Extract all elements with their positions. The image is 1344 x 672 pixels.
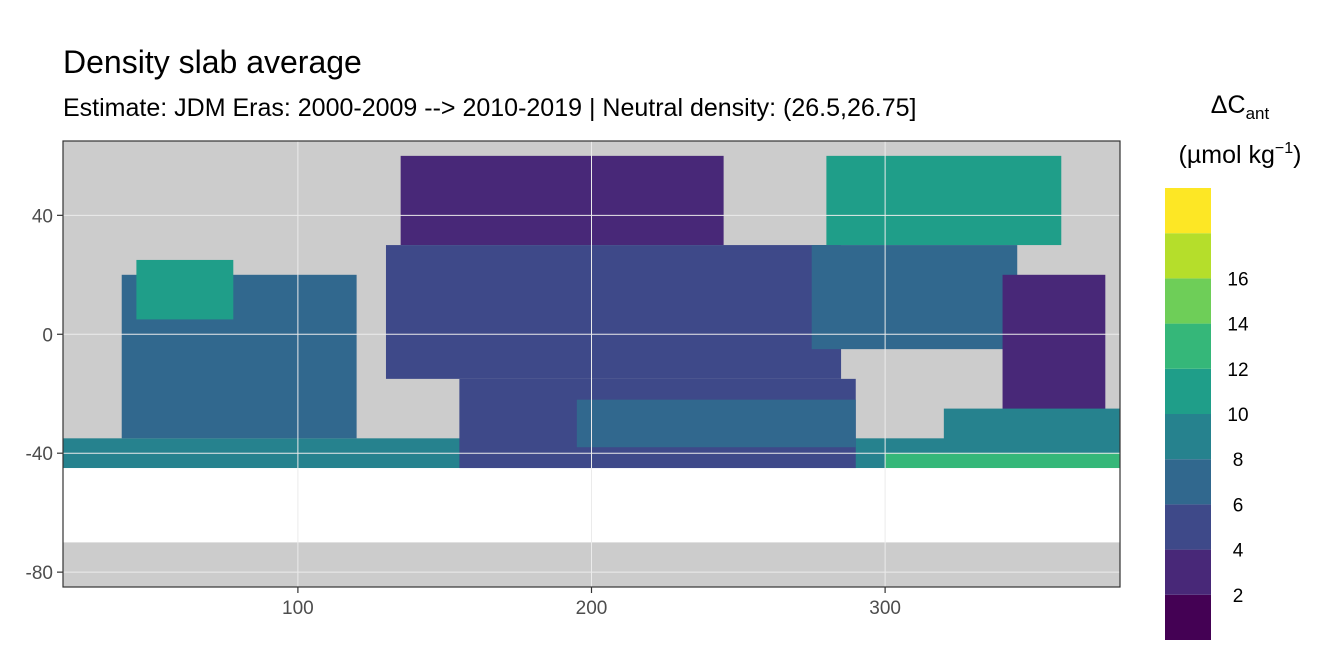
legend-units-main: (µmol kg: [1179, 141, 1275, 169]
legend-swatch: [1165, 368, 1211, 414]
legend-label: 16: [1227, 269, 1248, 290]
ocean-region: [576, 399, 856, 448]
x-tick-label: 100: [282, 598, 314, 619]
y-tick-label: 0: [42, 325, 53, 346]
legend-label: 10: [1227, 405, 1248, 426]
legend-swatch: [1165, 188, 1211, 234]
legend-label: 12: [1227, 360, 1248, 381]
legend-label: 2: [1233, 586, 1244, 607]
legend-swatch: [1165, 504, 1211, 550]
legend-swatch: [1165, 459, 1211, 505]
ocean-region: [400, 155, 724, 246]
legend-units: (µmol kg−1): [1179, 140, 1302, 169]
chart-subtitle: Estimate: JDM Eras: 2000-2009 --> 2010-2…: [63, 94, 917, 122]
ocean-region: [885, 453, 1120, 469]
color-legend: ΔCant (µmol kg−1) 2 4 6 8 10 12 14 16: [1165, 91, 1301, 640]
ocean-region: [811, 245, 1018, 350]
legend-units-close: ): [1293, 141, 1301, 169]
y-tick-label: -80: [26, 563, 53, 584]
legend-swatch: [1165, 278, 1211, 324]
legend-swatch: [1165, 414, 1211, 460]
ocean-region: [385, 245, 842, 379]
legend-label: 14: [1227, 315, 1249, 336]
legend-swatch: [1165, 323, 1211, 369]
y-tick-label: -40: [26, 444, 53, 465]
legend-units-sup: −1: [1275, 140, 1293, 157]
legend-label: 4: [1233, 541, 1244, 562]
map-panel: [63, 141, 1120, 587]
ocean-region: [826, 155, 1062, 246]
legend-label: 6: [1233, 495, 1244, 516]
x-tick-label: 200: [576, 598, 608, 619]
axes: 40 0 -40 -80 100 200 300: [26, 140, 1121, 619]
ocean-region: [943, 408, 1120, 454]
legend-swatch: [1165, 549, 1211, 595]
x-tick-label: 300: [869, 598, 901, 619]
legend-label: 8: [1233, 450, 1244, 471]
legend-title-sub: ant: [1246, 104, 1270, 123]
legend-title-main: ΔC: [1211, 91, 1246, 119]
y-tick-label: 40: [32, 206, 53, 227]
legend-title: ΔCant: [1211, 91, 1270, 123]
legend-swatch: [1165, 594, 1211, 640]
chart-title: Density slab average: [63, 44, 362, 80]
ocean-region: [136, 259, 234, 320]
ocean-region: [1002, 274, 1106, 424]
gridlines: [63, 141, 1120, 587]
legend-swatch: [1165, 233, 1211, 279]
